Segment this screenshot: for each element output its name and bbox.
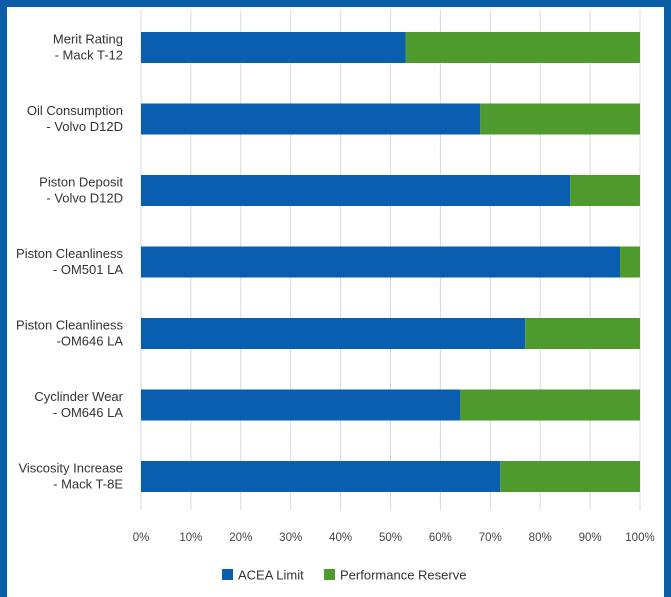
category-label: - Volvo D12D [46,119,123,134]
category-label: Piston Cleanliness [16,246,123,261]
bar-segment [141,175,571,206]
bars [141,32,640,492]
category-label: - OM501 LA [53,262,123,277]
bar-segment [460,389,640,421]
category-label: - Mack T-8E [53,477,123,492]
legend-label: ACEA Limit [238,568,304,583]
x-tick-label: 10% [179,532,202,544]
bar-segment [480,103,640,135]
category-label: Merit Rating [53,32,123,47]
legend-swatch [324,569,335,580]
x-tick-label: 0% [133,532,150,544]
category-label: -OM646 LA [57,334,124,349]
legend: ACEA Limit Performance Reserve [222,568,466,583]
bar-segment [141,318,526,349]
x-tick-label: 30% [279,532,302,544]
legend-swatch [222,569,233,580]
bar-segment [570,175,640,206]
x-tick-label: 40% [329,532,352,544]
category-label: Cyclinder Wear [34,389,123,404]
x-tick-label: 20% [229,532,252,544]
bar-segment [500,461,640,492]
bar-segment [620,246,640,278]
category-label: - OM646 LA [53,405,123,420]
x-tick-label: 70% [479,532,502,544]
category-label: Oil Consumption [27,103,123,118]
x-tick-label: 50% [379,532,402,544]
category-label: Viscosity Increase [18,461,123,476]
x-tick-label: 80% [529,532,552,544]
category-label: Piston Deposit [39,175,123,190]
bar-segment [525,318,640,349]
category-label: - Mack T-12 [55,48,123,63]
bar-segment [141,389,461,421]
category-label: - Volvo D12D [46,191,123,206]
x-tick-label: 60% [429,532,452,544]
x-axis-ticks: 0% 10% 20% 30% 40% 50% 60% 70% 80% 90% 100% [133,532,655,544]
x-tick-label: 100% [625,532,654,544]
x-tick-label: 90% [579,532,602,544]
bar-segment [141,32,406,63]
bar-segment [141,461,501,492]
category-label: Piston Cleanliness [16,318,123,333]
bar-segment [405,32,640,63]
bar-segment [141,103,481,135]
legend-label: Performance Reserve [340,568,466,583]
bar-segment [141,246,621,278]
